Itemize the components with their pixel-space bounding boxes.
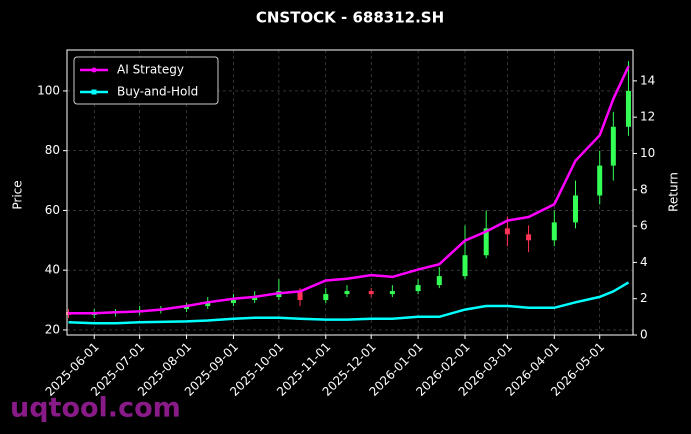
legend-box: [73, 56, 219, 105]
candle-body: [483, 228, 489, 256]
candle-body: [205, 303, 211, 307]
y2-tick-label: 10: [640, 146, 655, 160]
return-line: [68, 65, 630, 315]
y2-tick-label: 0: [640, 328, 648, 342]
candle-body: [368, 291, 374, 295]
candle-body: [551, 222, 557, 241]
y-tick-label: 20: [45, 322, 60, 336]
legend-marker: [91, 67, 97, 73]
watermark: uqtool.com: [10, 393, 181, 424]
candle-body: [415, 285, 421, 292]
y2-tick-label: 14: [640, 73, 655, 87]
y2-tick-label: 4: [640, 255, 648, 269]
y-tick-label: 100: [37, 83, 60, 97]
candle-body: [323, 294, 329, 301]
candle-body: [526, 234, 532, 241]
candle-body: [462, 255, 468, 277]
candle-body: [252, 297, 258, 301]
candle-body: [504, 228, 510, 235]
candle-body: [230, 300, 236, 304]
candle-body: [297, 291, 303, 301]
y2-tick-label: 6: [640, 219, 648, 233]
y-tick-label: 60: [45, 203, 60, 217]
chart-title: CNSTOCK - 688312.SH: [256, 9, 444, 27]
candle-body: [572, 195, 578, 223]
y2-tick-label: 2: [640, 291, 648, 305]
candle-body: [625, 90, 631, 127]
y2-tick-label: 8: [640, 182, 648, 196]
plot-frame: [66, 49, 634, 336]
y-tick-label: 40: [45, 263, 60, 277]
candle-body: [597, 165, 603, 196]
y-axis-label: Price: [11, 180, 25, 209]
candle-body: [436, 276, 442, 286]
y2-tick-label: 12: [640, 110, 655, 124]
y2-axis-label: Return: [667, 172, 681, 212]
candle-body: [389, 291, 395, 295]
y-tick-label: 80: [45, 143, 60, 157]
candle-body: [184, 306, 190, 310]
candle-body: [344, 291, 350, 295]
return-line: [68, 281, 630, 325]
legend-marker: [91, 89, 97, 95]
legend: AI Strategy Buy-and-Hold: [73, 56, 219, 105]
candle-body: [610, 126, 616, 166]
legend-label: AI Strategy: [117, 63, 184, 77]
legend-label: Buy-and-Hold: [117, 85, 198, 99]
